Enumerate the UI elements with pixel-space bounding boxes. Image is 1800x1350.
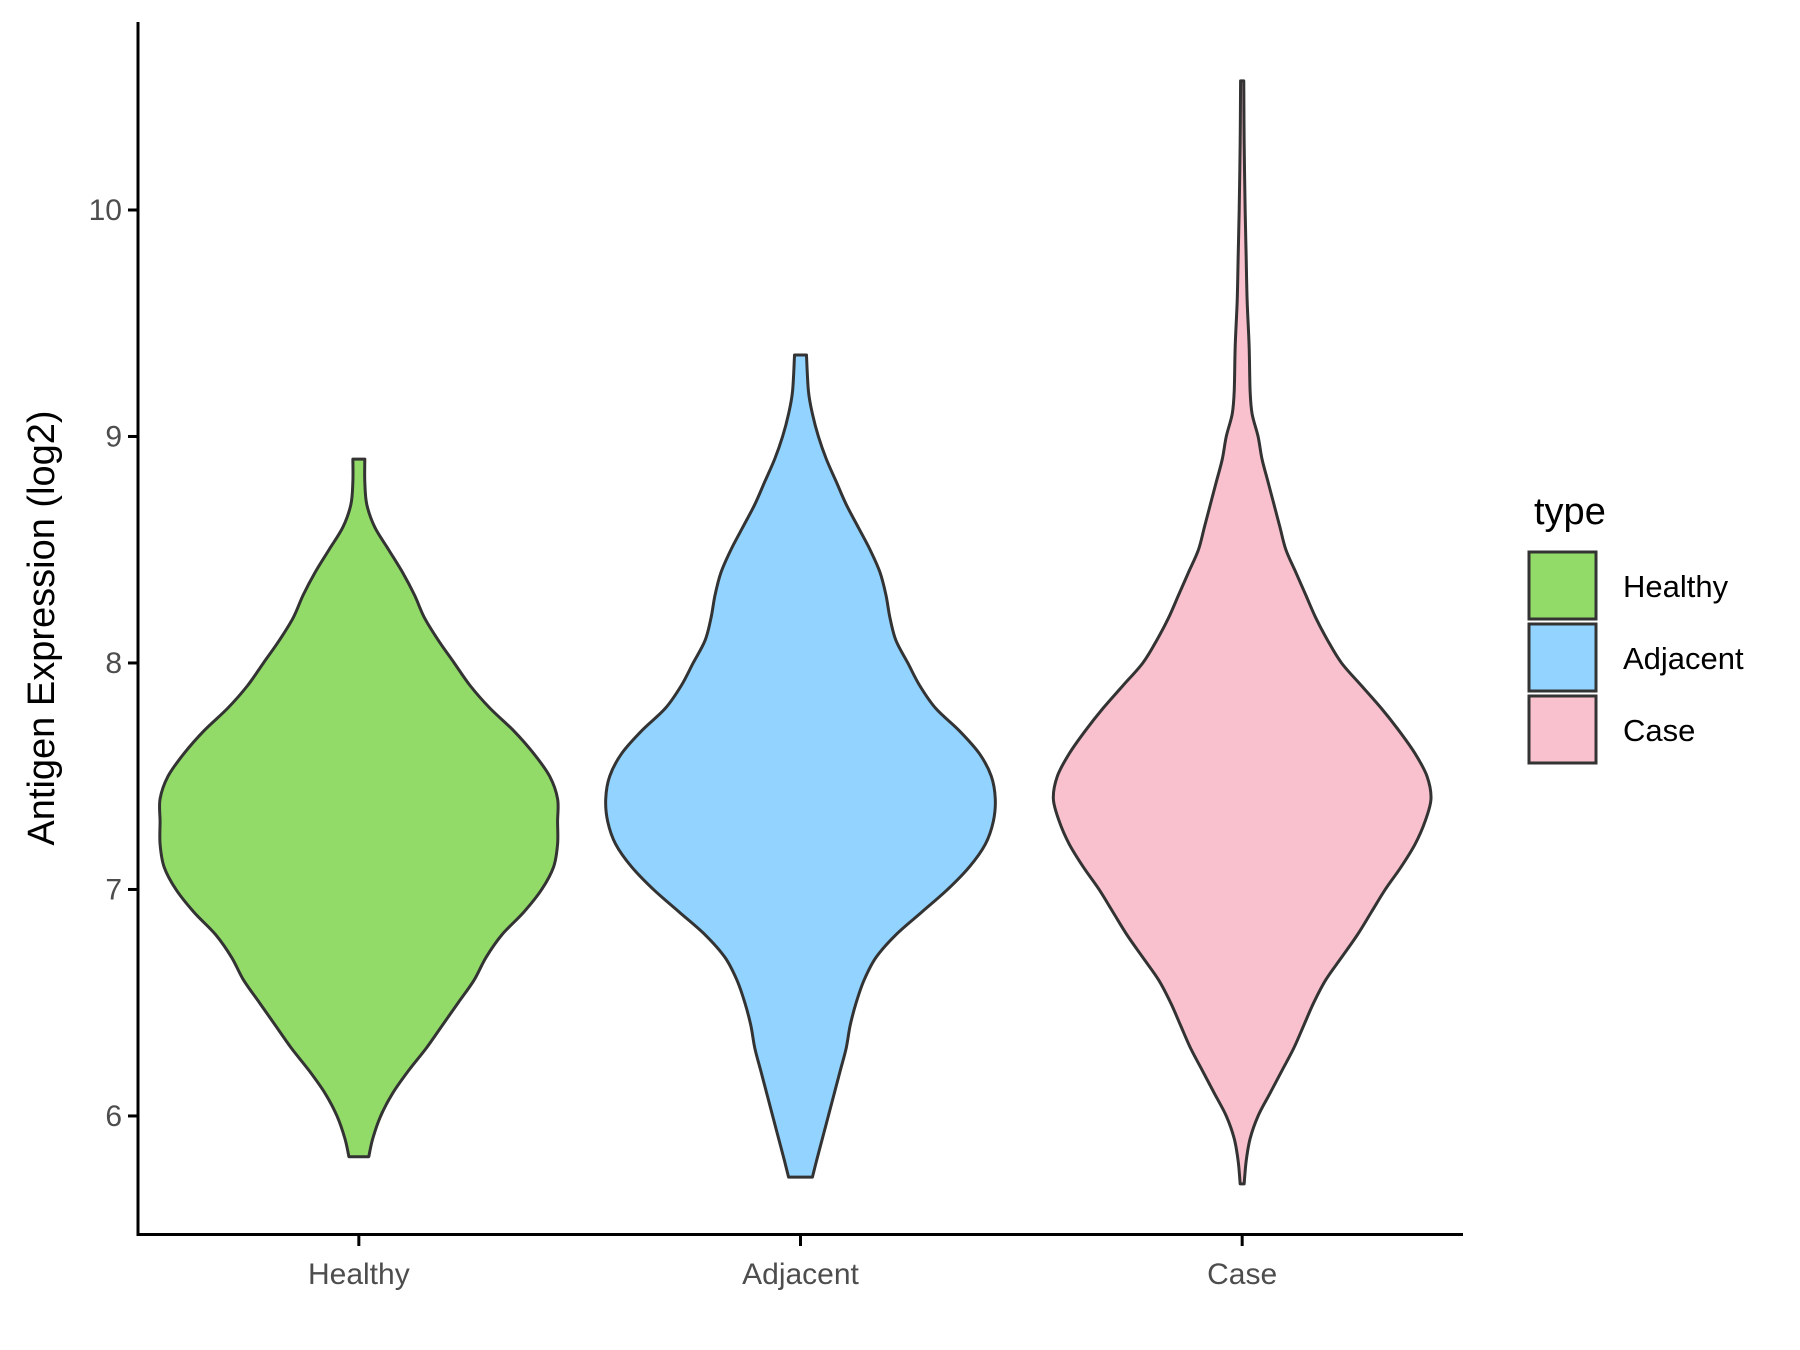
legend: type Healthy Adjacent Case — [1527, 491, 1744, 765]
violin-case — [1051, 79, 1433, 1186]
violin-adjacent — [604, 353, 997, 1179]
legend-label-adjacent: Adjacent — [1623, 641, 1744, 676]
y-tick-label: 10 — [89, 194, 122, 227]
y-tick-label: 9 — [105, 420, 122, 453]
violins-layer — [157, 79, 1433, 1186]
y-tick-label: 8 — [105, 647, 122, 680]
x-tick-label-case: Case — [1207, 1258, 1277, 1291]
legend-title: type — [1534, 491, 1606, 533]
y-tick-label: 6 — [105, 1100, 122, 1133]
violin-healthy — [157, 457, 560, 1159]
legend-swatch-healthy — [1527, 550, 1598, 621]
y-ticks: 6 7 8 9 10 — [89, 194, 138, 1133]
x-ticks: Healthy Adjacent Case — [308, 1235, 1277, 1291]
x-tick-label-adjacent: Adjacent — [742, 1258, 859, 1291]
x-tick-label-healthy: Healthy — [308, 1258, 410, 1291]
y-tick-label: 7 — [105, 873, 122, 906]
legend-label-healthy: Healthy — [1623, 569, 1729, 604]
axes-layer — [136, 22, 1463, 1236]
legend-swatch-case — [1527, 694, 1598, 765]
legend-label-case: Case — [1623, 713, 1695, 748]
legend-swatch-adjacent — [1527, 622, 1598, 693]
y-axis-title: Antigen Expression (log2) — [21, 410, 63, 845]
